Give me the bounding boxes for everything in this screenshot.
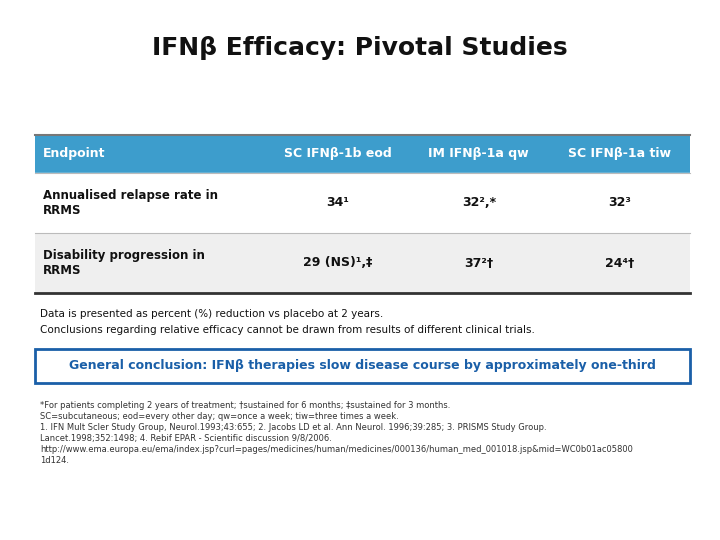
Text: IFNβ Efficacy: Pivotal Studies: IFNβ Efficacy: Pivotal Studies <box>152 36 568 60</box>
Text: 32²,*: 32²,* <box>462 197 496 210</box>
Text: 24⁴†: 24⁴† <box>605 256 634 269</box>
Bar <box>408 135 549 173</box>
Bar <box>268 135 408 173</box>
Text: 37²†: 37²† <box>464 256 493 269</box>
Text: 1. IFN Mult Scler Study Group, Neurol.1993;43:655; 2. Jacobs LD et al. Ann Neuro: 1. IFN Mult Scler Study Group, Neurol.19… <box>40 423 546 432</box>
Bar <box>408 173 549 233</box>
Bar <box>408 233 549 293</box>
Bar <box>268 233 408 293</box>
Text: Endpoint: Endpoint <box>43 147 106 160</box>
Text: *For patients completing 2 years of treatment; †sustained for 6 months; ‡sustain: *For patients completing 2 years of trea… <box>40 401 451 410</box>
Text: 1d124.: 1d124. <box>40 456 69 465</box>
Bar <box>549 135 690 173</box>
Text: 32³: 32³ <box>608 197 631 210</box>
Text: http://www.ema.europa.eu/ema/index.jsp?curl=pages/medicines/human/medicines/0001: http://www.ema.europa.eu/ema/index.jsp?c… <box>40 445 633 454</box>
Bar <box>35 349 690 383</box>
Text: Lancet.1998;352:1498; 4. Rebif EPAR - Scientific discussion 9/8/2006.: Lancet.1998;352:1498; 4. Rebif EPAR - Sc… <box>40 434 332 443</box>
Bar <box>549 173 690 233</box>
Text: Annualised relapse rate in
RRMS: Annualised relapse rate in RRMS <box>43 189 218 217</box>
Text: SC IFNβ-1a tiw: SC IFNβ-1a tiw <box>568 147 671 160</box>
Bar <box>549 233 690 293</box>
Text: 34¹: 34¹ <box>326 197 349 210</box>
Text: SC=subcutaneous; eod=every other day; qw=once a week; tiw=three times a week.: SC=subcutaneous; eod=every other day; qw… <box>40 412 399 421</box>
Text: 29 (NS)¹,‡: 29 (NS)¹,‡ <box>303 256 373 269</box>
Text: IM IFNβ-1a qw: IM IFNβ-1a qw <box>428 147 529 160</box>
Text: Conclusions regarding relative efficacy cannot be drawn from results of differen: Conclusions regarding relative efficacy … <box>40 325 535 335</box>
Bar <box>35 173 268 233</box>
Text: Disability progression in
RRMS: Disability progression in RRMS <box>43 249 205 277</box>
Bar <box>268 173 408 233</box>
Bar <box>35 233 268 293</box>
Bar <box>35 135 268 173</box>
Text: SC IFNβ-1b eod: SC IFNβ-1b eod <box>284 147 392 160</box>
Text: Data is presented as percent (%) reduction vs placebo at 2 years.: Data is presented as percent (%) reducti… <box>40 309 383 319</box>
Text: General conclusion: IFNβ therapies slow disease course by approximately one-thir: General conclusion: IFNβ therapies slow … <box>69 360 656 373</box>
